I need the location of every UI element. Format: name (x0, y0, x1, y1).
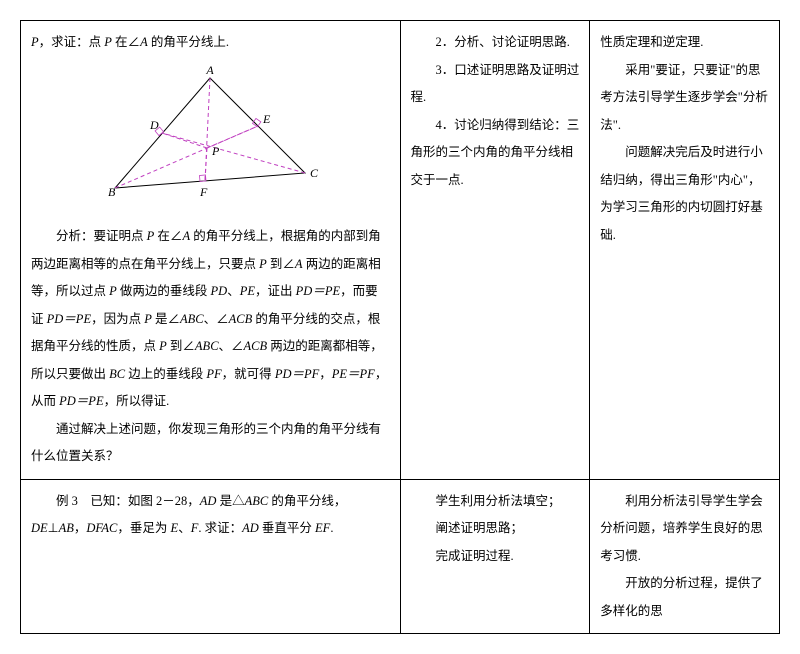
t: 到∠ (167, 339, 195, 353)
it: P (104, 35, 112, 49)
ex-label: 例 3 已知：如图 2－28， (56, 494, 200, 508)
t: ， (74, 521, 87, 535)
cell-r2c1: 例 3 已知：如图 2－28，AD 是△ABC 的角平分线，DE⊥AB，DFAC… (21, 479, 401, 634)
t: 、 (178, 521, 191, 535)
it: P (159, 339, 167, 353)
example3: 例 3 已知：如图 2－28，AD 是△ABC 的角平分线，DE⊥AB，DFAC… (31, 488, 390, 543)
label-p: P (211, 144, 220, 158)
it: PF (206, 367, 221, 381)
cell-r2c2: 学生利用分析法填空； 阐述证明思路； 完成证明过程. (400, 479, 590, 634)
it: AB (59, 521, 74, 535)
t: . 求证： (198, 521, 242, 535)
t: ，就可得 (222, 367, 275, 381)
question-line: 通过解决上述问题，你发现三角形的三个内角的角平分线有什么位置关系？ (31, 416, 390, 471)
it: PD＝PF (275, 367, 319, 381)
t: 是∠ (152, 312, 180, 326)
cell-r2c3: 利用分析法引导学生学会分析问题，培养学生良好的思考习惯. 开放的分析过程，提供了… (590, 479, 780, 634)
label-b: B (108, 185, 116, 199)
it: A (140, 35, 148, 49)
analysis-label: 分析： (56, 229, 94, 243)
t: 是△ (216, 494, 244, 508)
label-a: A (206, 63, 215, 77)
step-3: 3．口述证明思路及证明过程. (411, 57, 580, 112)
right-angle-e (253, 118, 261, 126)
it: AC (101, 521, 117, 535)
it: P (31, 35, 39, 49)
it: ACB (229, 312, 253, 326)
it: PD＝PE (47, 312, 91, 326)
note-2: 采用"要证，只要证"的思考方法引导学生逐步学会"分析法". (600, 57, 769, 140)
triangle-outline (115, 78, 305, 188)
s2: 阐述证明思路； (411, 515, 580, 543)
it: ABC (180, 312, 204, 326)
t: 的角平分线上. (148, 35, 229, 49)
s1: 学生利用分析法填空； (411, 488, 580, 516)
it: A (295, 257, 303, 271)
t: ， (319, 367, 332, 381)
t: ，所以得证. (104, 394, 170, 408)
cell-r1c1: P，求证：点 P 在∠A 的角平分线上. A B C (21, 21, 401, 480)
cell-r1c2: 2．分析、讨论证明思路. 3．口述证明思路及证明过程. 4．讨论归纳得到结论：三… (400, 21, 590, 480)
step-4: 4．讨论归纳得到结论：三角形的三个内角的角平分线相交于一点. (411, 112, 580, 195)
it: A (182, 229, 190, 243)
step-2: 2．分析、讨论证明思路. (411, 29, 580, 57)
it: EF (315, 521, 330, 535)
t: 到∠ (267, 257, 295, 271)
t: ，证出 (255, 284, 296, 298)
t: ，求证：点 (39, 35, 105, 49)
it: PD (211, 284, 228, 298)
it: P (144, 312, 152, 326)
analysis-para: 分析：要证明点 P 在∠A 的角平分线上，根据角的内部到角两边距离相等的点在角平… (31, 223, 390, 416)
it: ABC (245, 494, 269, 508)
t: 、∠ (219, 339, 244, 353)
label-d: D (149, 118, 159, 132)
it: PE (240, 284, 255, 298)
triangle-svg: A B C D E F P (100, 63, 320, 203)
prove-line: P，求证：点 P 在∠A 的角平分线上. (31, 29, 390, 57)
t: 、∠ (204, 312, 229, 326)
t: 边上的垂线段 (125, 367, 206, 381)
t: 的角平分线， (268, 494, 346, 508)
t: 在∠ (154, 229, 182, 243)
n1: 利用分析法引导学生学会分析问题，培养学生良好的思考习惯. (600, 488, 769, 571)
t: 、 (227, 284, 240, 298)
it: ABC (195, 339, 219, 353)
it: PD＝PE (59, 394, 103, 408)
triangle-diagram: A B C D E F P (31, 63, 390, 214)
n2: 开放的分析过程，提供了多样化的思 (600, 570, 769, 625)
t: 在∠ (112, 35, 140, 49)
label-c: C (310, 166, 319, 180)
it: DF (86, 521, 101, 535)
t: ⊥ (48, 521, 59, 535)
it: ACB (244, 339, 268, 353)
it: PD＝PE (296, 284, 340, 298)
cell-r1c3: 性质定理和逆定理. 采用"要证，只要证"的思考方法引导学生逐步学会"分析法". … (590, 21, 780, 480)
it: AD (242, 521, 259, 535)
it: BC (109, 367, 125, 381)
note-3: 问题解决完后及时进行小结归纳，得出三角形"内心"，为学习三角形的内切圆打好基础. (600, 139, 769, 249)
it: PE＝PF (332, 367, 375, 381)
t: ，垂足为 (117, 521, 170, 535)
t: . (330, 521, 333, 535)
label-e: E (262, 112, 271, 126)
it: DE (31, 521, 48, 535)
t: 做两边的垂线段 (117, 284, 211, 298)
t: 要证明点 (94, 229, 147, 243)
note-1: 性质定理和逆定理. (600, 29, 769, 57)
it: P (109, 284, 117, 298)
it: P (259, 257, 267, 271)
it: AD (200, 494, 217, 508)
label-f: F (199, 185, 208, 199)
t: 垂直平分 (259, 521, 315, 535)
t: ，因为点 (91, 312, 144, 326)
bisector-c (162, 133, 305, 173)
